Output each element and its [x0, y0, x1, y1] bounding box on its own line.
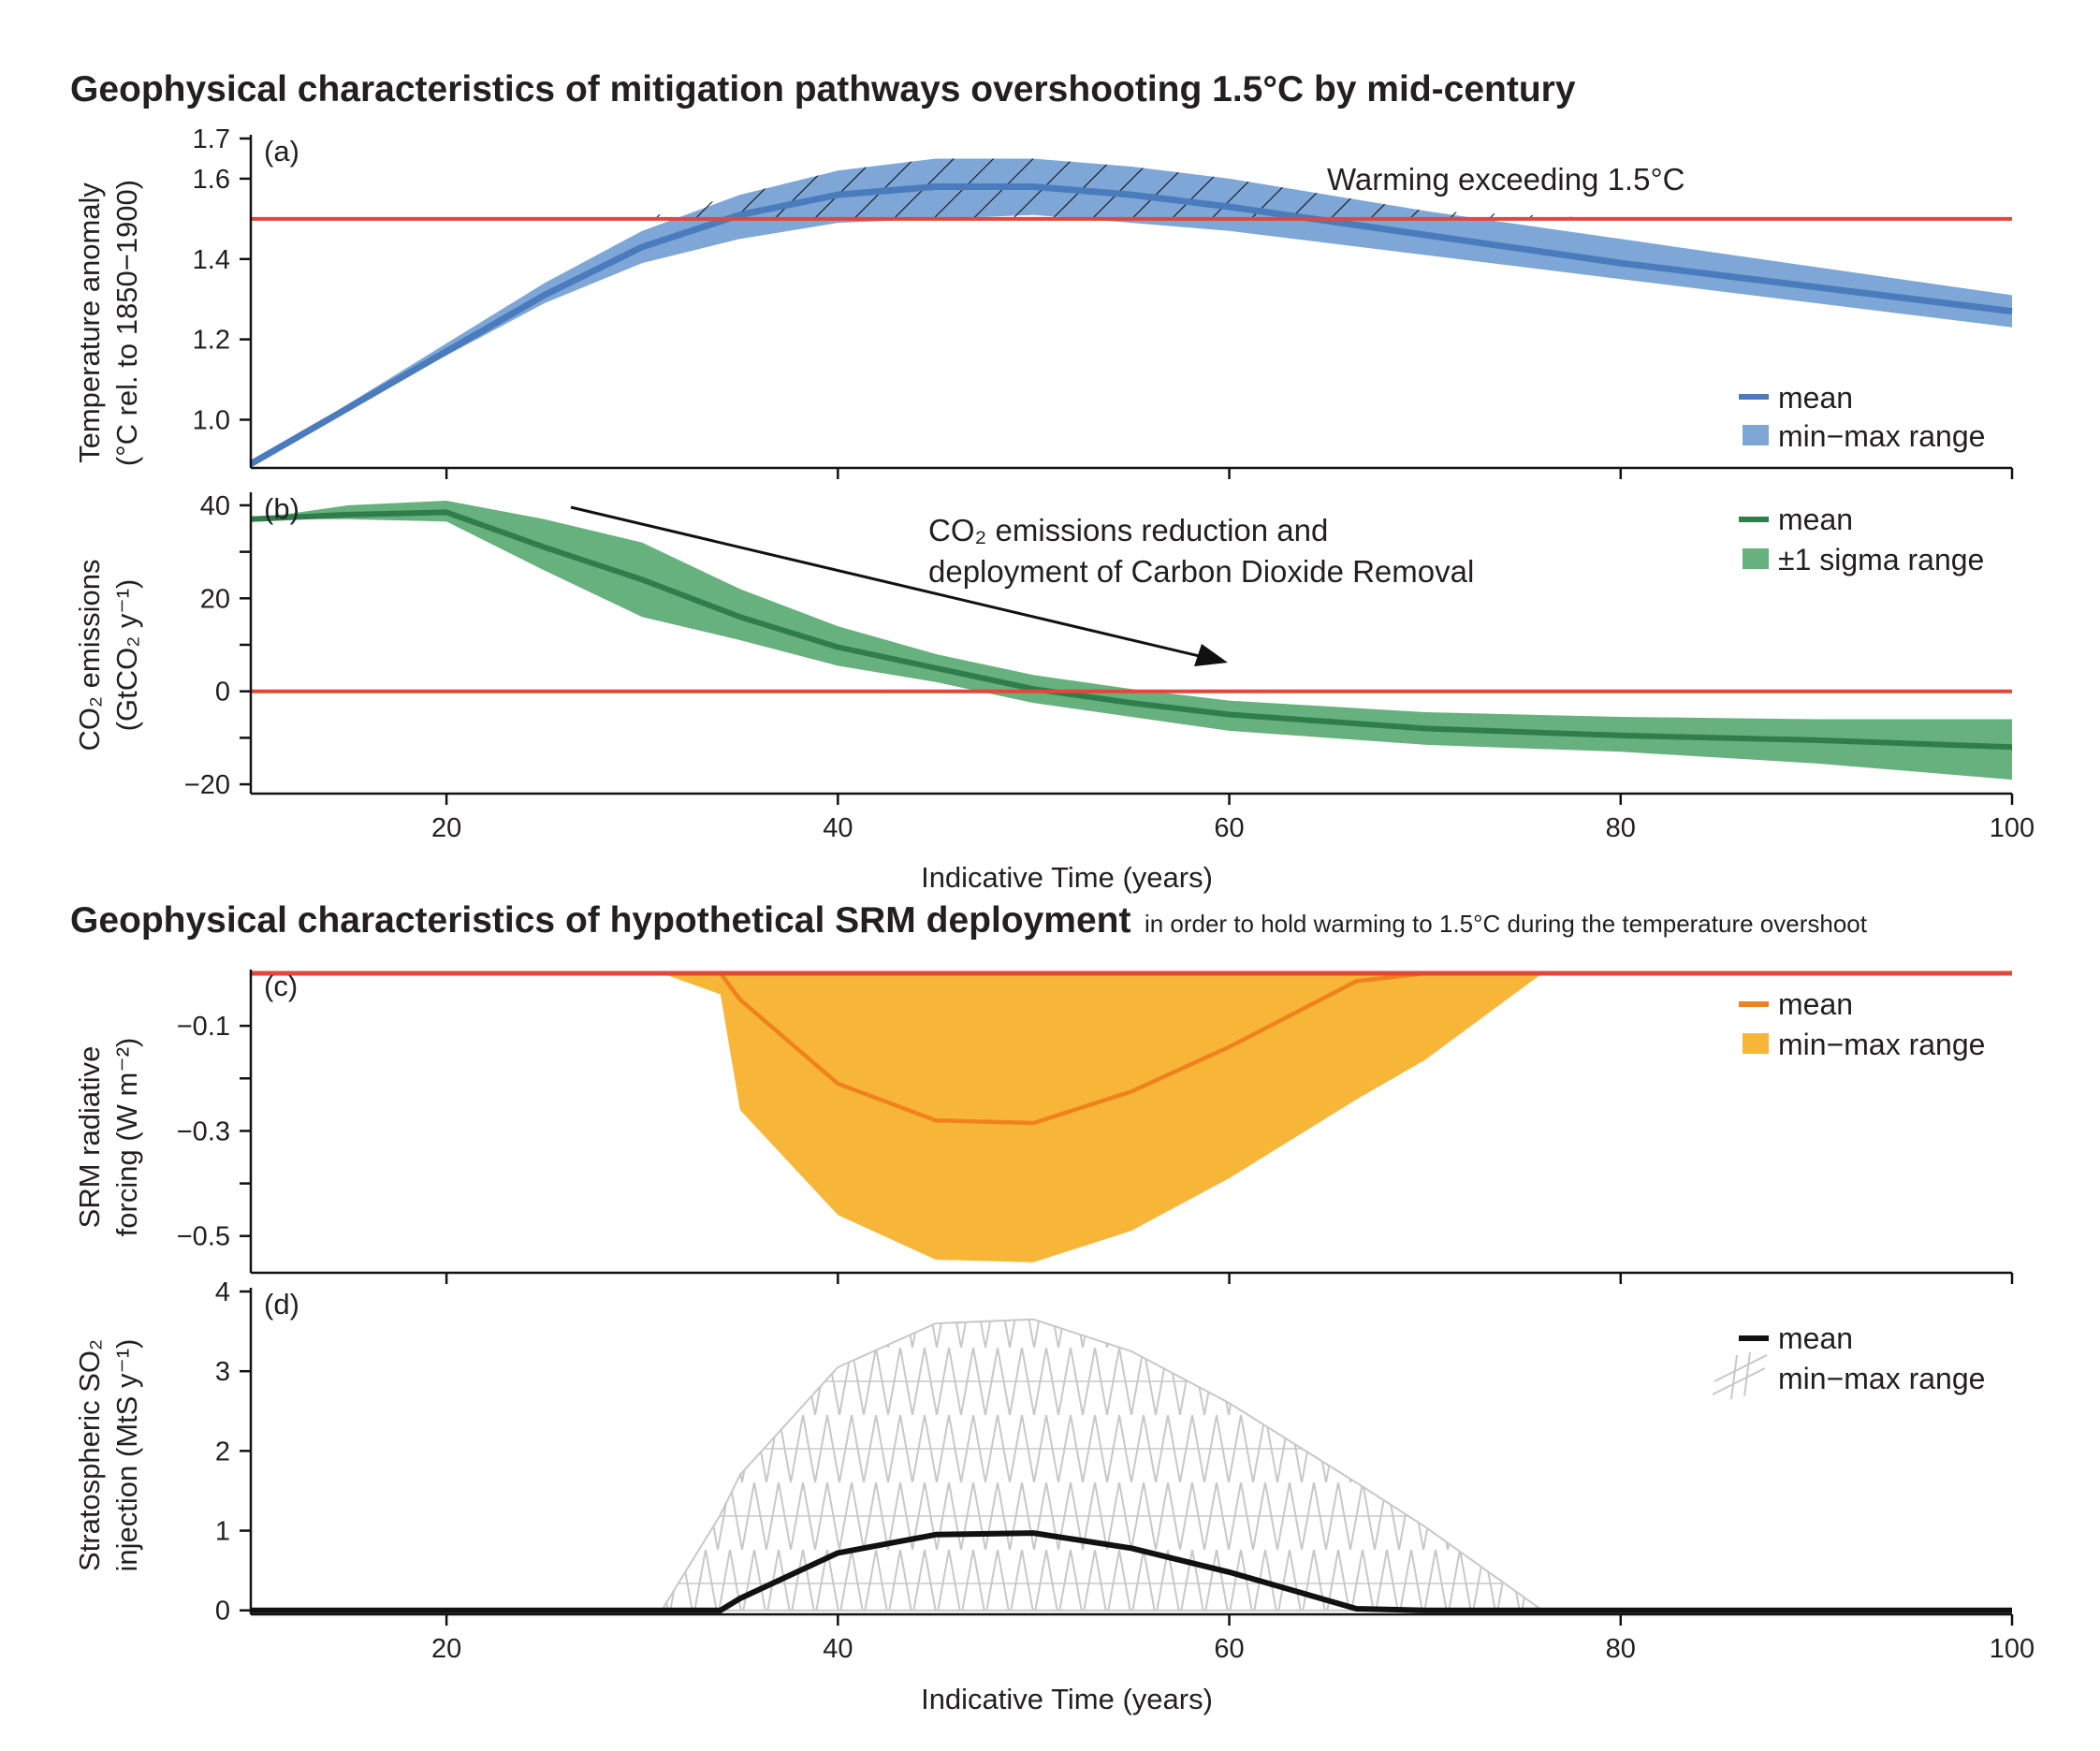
- legend-d: mean min−max range: [1712, 1321, 1985, 1400]
- temperature-mean-line: [249, 183, 2013, 467]
- x-tick-label-b: 80: [1606, 813, 1636, 843]
- legend-b-mean-label: mean: [1778, 503, 1853, 536]
- co2-sigma-band: [251, 501, 2012, 781]
- panel-c-srm-forcing: −0.5 −0.3 −0.1 (c): [177, 970, 2014, 1284]
- srm-min-max-band: [251, 973, 2012, 1262]
- ylabel-a-line2: (°C rel. to 1850−1900): [110, 180, 143, 466]
- legend-a-band-swatch: [1743, 425, 1769, 445]
- y-tick-label-c: −0.5: [177, 1222, 230, 1252]
- panel-label-c: (c): [264, 970, 298, 1002]
- ylabel-b-line1: CO₂ emissions: [73, 560, 106, 751]
- xlabel-bottom: Indicative Time (years): [921, 1683, 1213, 1715]
- legend-c-mean-label: mean: [1778, 987, 1853, 1021]
- y-tick-label-a: 1.7: [193, 124, 230, 154]
- x-tick-label-d: 80: [1606, 1634, 1636, 1664]
- ylabel-c-line1: SRM radiative: [73, 1046, 106, 1229]
- legend-d-band-label: min−max range: [1778, 1362, 1985, 1395]
- annotation-co2-line1: CO₂ emissions reduction and: [928, 513, 1328, 547]
- legend-c-band-swatch: [1743, 1033, 1769, 1054]
- ylabel-a-line1: Temperature anomaly: [73, 182, 106, 463]
- panel-a-temperature: 1.0 1.2 1.4 1.6 1.7 (a): [193, 124, 2014, 479]
- legend-a: mean min−max range: [1739, 381, 1985, 453]
- annotation-co2-line2: deployment of Carbon Dioxide Removal: [928, 554, 1474, 589]
- ylabel-d-line1: Stratospheric SO₂: [73, 1339, 106, 1571]
- x-tick-label-d: 60: [1214, 1634, 1244, 1664]
- y-tick-label-d: 2: [215, 1437, 230, 1466]
- y-tick-label-b: 0: [215, 678, 230, 708]
- y-tick-label-d: 1: [215, 1517, 230, 1547]
- legend-c-band-label: min−max range: [1778, 1028, 1985, 1061]
- legend-b: mean ±1 sigma range: [1739, 503, 1984, 576]
- y-tick-label-b: −20: [184, 770, 230, 800]
- temperature-min-max-band: [251, 158, 2012, 464]
- y-tick-label-d: 4: [215, 1277, 230, 1307]
- so2-mean-line: [251, 1530, 2012, 1613]
- x-tick-label-d: 40: [823, 1634, 853, 1664]
- x-tick-label-b: 100: [1990, 813, 2034, 843]
- figure-title-top: Geophysical characteristics of mitigatio…: [70, 69, 1576, 109]
- legend-d-mean-label: mean: [1778, 1321, 1853, 1355]
- ylabel-c-line2: forcing (W m⁻²): [110, 1038, 143, 1237]
- legend-d-band-swatch: [1712, 1351, 1768, 1400]
- legend-b-band-label: ±1 sigma range: [1778, 543, 1984, 576]
- y-tick-label-c: −0.3: [177, 1116, 230, 1146]
- x-tick-label-b: 40: [823, 813, 853, 843]
- annotation-warming-exceeding: Warming exceeding 1.5°C: [1327, 162, 1684, 197]
- temperature-overshoot-hatch: [251, 158, 2012, 219]
- figure-title-bottom: Geophysical characteristics of hypotheti…: [70, 900, 1868, 941]
- legend-b-band-swatch: [1743, 548, 1769, 569]
- legend-c: mean min−max range: [1739, 987, 1985, 1061]
- x-tick-label-b: 60: [1214, 813, 1244, 843]
- arrow-co2-reduction: [570, 505, 1228, 666]
- co2-mean-line: [250, 509, 2013, 751]
- y-tick-label-c: −0.1: [177, 1012, 230, 1042]
- y-tick-label-a: 1.0: [193, 405, 230, 435]
- panel-b-co2-emissions: −20 0 20 40 20 40 60 80 100 (b): [184, 491, 2034, 843]
- figure-title-bottom-normal: in order to hold warming to 1.5°C during…: [1145, 910, 1868, 938]
- y-tick-label-b: 40: [200, 491, 230, 521]
- y-tick-label-a: 1.4: [193, 245, 230, 275]
- legend-a-mean-label: mean: [1778, 381, 1853, 415]
- y-tick-label-a: 1.6: [193, 165, 230, 195]
- y-tick-label-b: 20: [200, 584, 230, 614]
- so2-min-max-hatch-band: [251, 1318, 2012, 1612]
- panel-label-b: (b): [264, 492, 299, 525]
- panel-label-a: (a): [264, 135, 299, 168]
- ylabel-d-line2: injection (MtS y⁻¹): [110, 1339, 143, 1572]
- y-tick-label-d: 0: [215, 1597, 230, 1627]
- x-tick-label-b: 20: [431, 813, 461, 843]
- x-tick-label-d: 100: [1990, 1634, 2034, 1664]
- ylabel-b-line2: (GtCO₂ y⁻¹): [110, 579, 143, 732]
- panel-d-so2-injection: 0 1 2 3 4 20 40 60 80 100 (d): [215, 1277, 2034, 1664]
- y-tick-label-d: 3: [215, 1357, 230, 1387]
- xlabel-top: Indicative Time (years): [921, 861, 1213, 894]
- x-tick-label-d: 20: [431, 1634, 461, 1664]
- panel-label-d: (d): [264, 1288, 299, 1321]
- legend-a-band-label: min−max range: [1778, 419, 1985, 453]
- figure-title-bottom-bold: Geophysical characteristics of hypotheti…: [70, 900, 1130, 941]
- y-tick-label-a: 1.2: [193, 326, 230, 356]
